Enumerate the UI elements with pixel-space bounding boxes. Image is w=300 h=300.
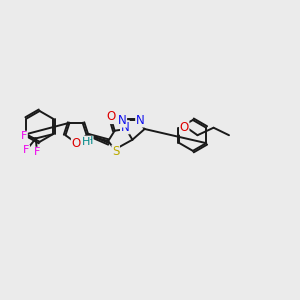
Text: F: F — [23, 145, 29, 155]
Text: H: H — [81, 137, 90, 147]
Text: H: H — [85, 136, 93, 146]
Text: F: F — [34, 147, 40, 158]
Text: O: O — [71, 137, 81, 150]
Text: F: F — [21, 131, 27, 141]
Text: N: N — [121, 121, 129, 134]
Text: S: S — [112, 145, 119, 158]
Text: N: N — [136, 114, 145, 127]
Text: O: O — [107, 110, 116, 124]
Text: O: O — [180, 121, 189, 134]
Text: N: N — [118, 114, 127, 127]
